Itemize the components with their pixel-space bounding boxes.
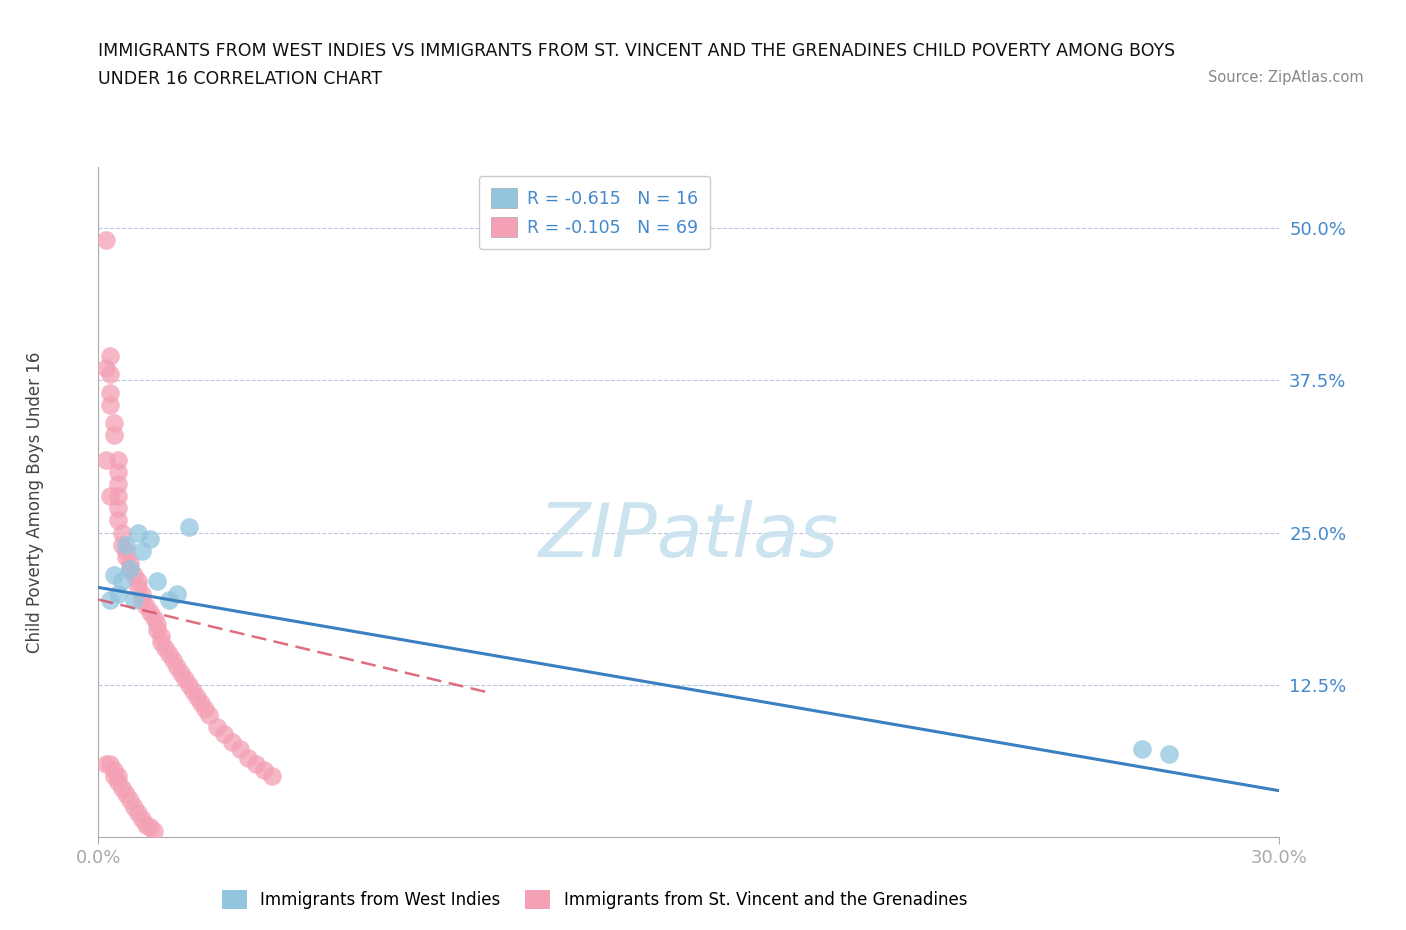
Point [122,568,145,583]
Point [107,775,129,790]
Point [98,488,121,503]
Point [146,574,169,589]
Point [98,367,121,382]
Point [177,677,200,692]
Point [103,568,125,583]
Point [135,598,157,613]
Point [245,756,267,771]
Point [166,586,188,601]
Point [98,592,121,607]
Point [131,543,153,558]
Point [107,501,129,516]
Point [131,811,153,826]
Point [115,543,138,558]
Point [177,519,200,534]
Point [122,592,145,607]
Point [181,684,204,698]
Point [98,349,121,364]
Point [103,428,125,443]
Point [229,742,252,757]
Point [107,452,129,467]
Text: Source: ZipAtlas.com: Source: ZipAtlas.com [1208,70,1364,85]
Point [135,817,157,832]
Point [138,820,160,835]
Point [236,751,259,765]
Text: IMMIGRANTS FROM WEST INDIES VS IMMIGRANTS FROM ST. VINCENT AND THE GRENADINES CH: IMMIGRANTS FROM WEST INDIES VS IMMIGRANT… [98,42,1175,60]
Point [107,488,129,503]
Point [118,562,141,577]
Text: Child Poverty Among Boys Under 16: Child Poverty Among Boys Under 16 [27,352,44,653]
Point [115,538,138,552]
Point [111,574,134,589]
Point [157,592,180,607]
Point [221,735,243,750]
Point [107,769,129,784]
Point [115,550,138,565]
Point [118,793,141,808]
Point [197,708,219,723]
Point [260,769,283,784]
Text: ZIPatlas: ZIPatlas [538,499,839,572]
Point [194,702,217,717]
Point [96,233,118,248]
Point [115,787,138,802]
Point [98,756,121,771]
Point [107,586,129,601]
Point [146,622,169,637]
Point [111,538,134,552]
Point [103,763,125,777]
Point [122,799,145,814]
Point [146,617,169,631]
Point [98,385,121,400]
Point [174,671,197,686]
Point [107,513,129,528]
Point [127,574,149,589]
Point [205,720,228,735]
Point [142,610,165,625]
Point [96,452,118,467]
Point [127,525,149,540]
Point [157,647,180,662]
Point [190,696,212,711]
Point [98,397,121,412]
Point [150,635,173,650]
Point [1159,747,1181,762]
Point [186,689,208,704]
Point [170,665,193,680]
Point [142,823,165,838]
Point [107,476,129,491]
Point [118,555,141,570]
Point [111,525,134,540]
Point [127,805,149,820]
Point [96,361,118,376]
Point [118,562,141,577]
Point [131,592,153,607]
Point [131,586,153,601]
Point [103,416,125,431]
Point [155,641,177,656]
Point [138,604,160,619]
Point [166,659,188,674]
Point [253,763,276,777]
Point [138,531,160,546]
Point [127,580,149,595]
Point [214,726,236,741]
Point [96,756,118,771]
Point [111,781,134,796]
Point [103,769,125,784]
Text: UNDER 16 CORRELATION CHART: UNDER 16 CORRELATION CHART [98,70,382,87]
Point [150,629,173,644]
Legend: Immigrants from West Indies, Immigrants from St. Vincent and the Grenadines: Immigrants from West Indies, Immigrants … [215,884,974,916]
Point [1130,742,1153,757]
Point [162,653,184,668]
Point [107,464,129,479]
